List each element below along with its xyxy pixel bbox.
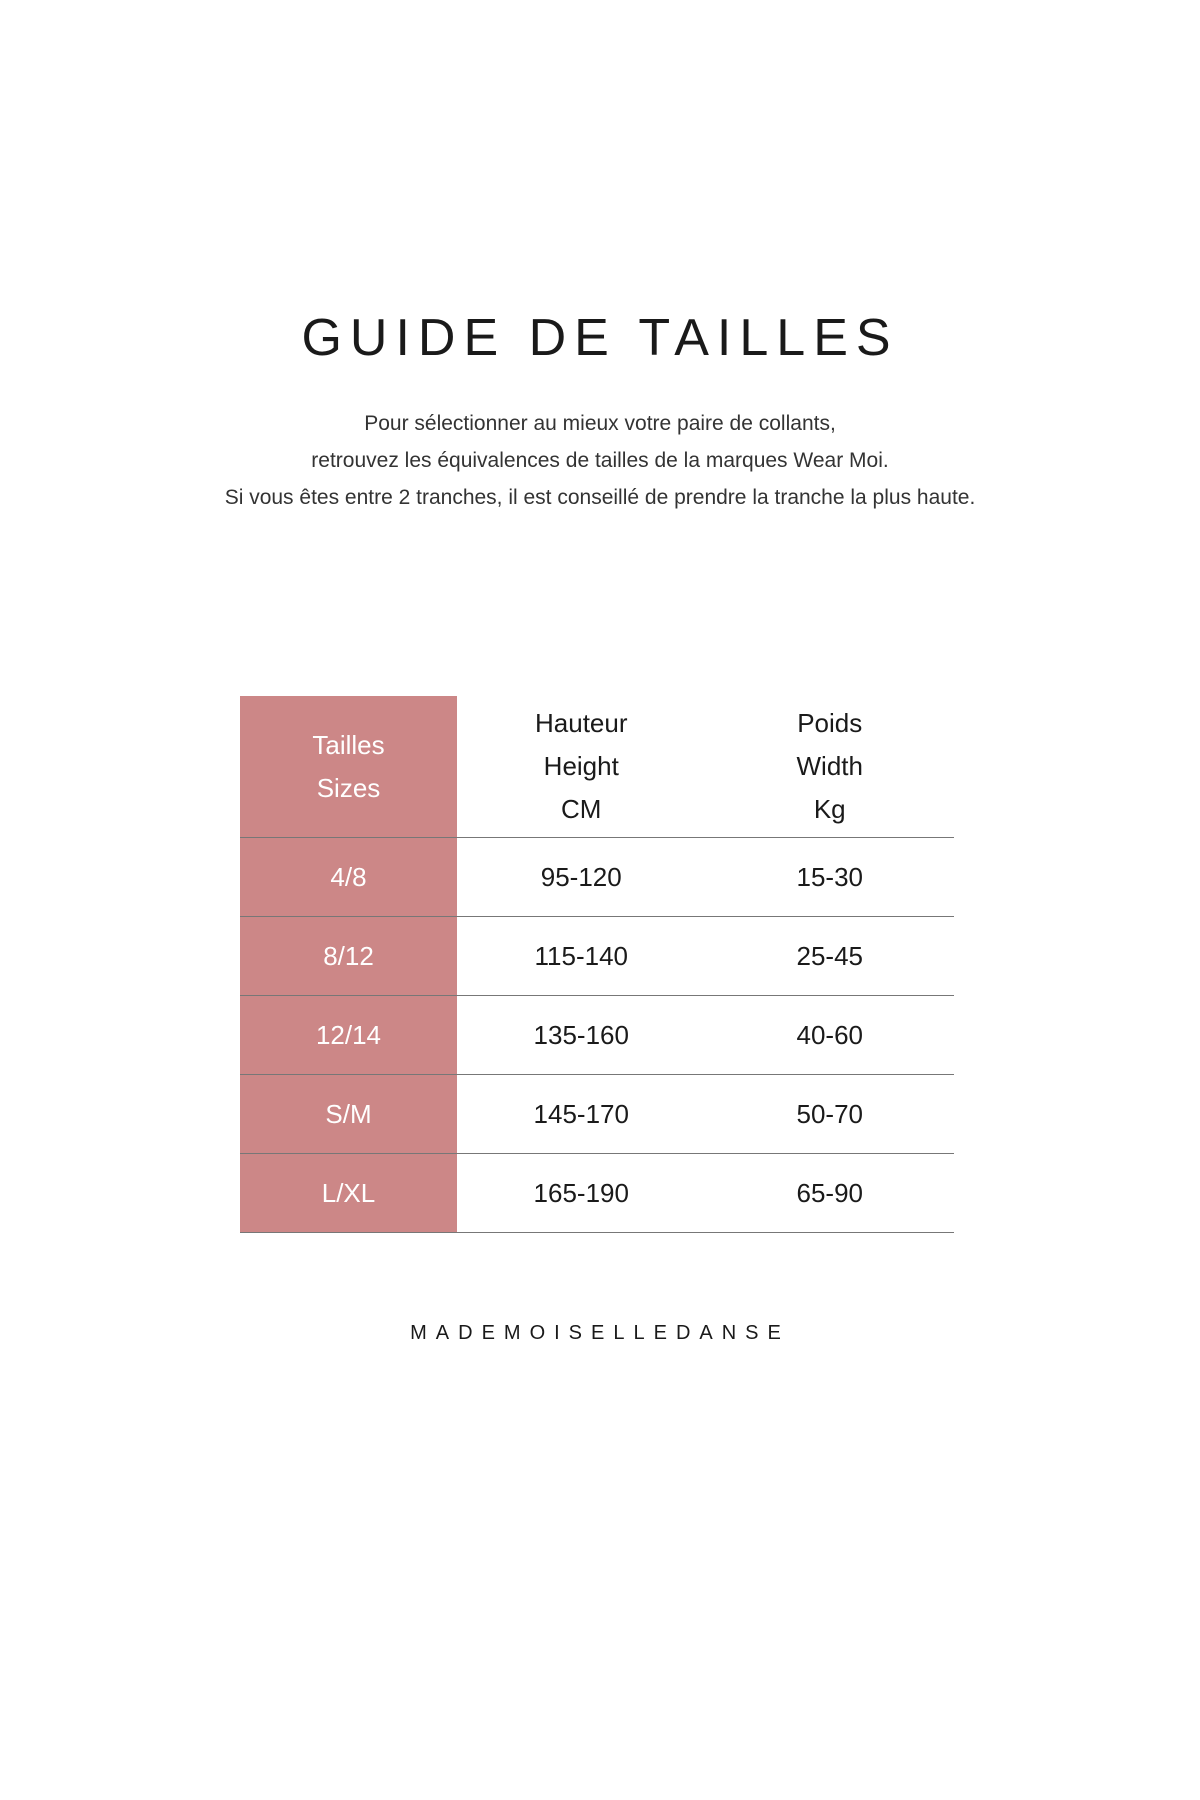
height-cell: 145-170 (533, 1098, 629, 1129)
weight-cell: 25-45 (796, 940, 864, 971)
header-label: Width (796, 751, 863, 781)
height-cell: 165-190 (533, 1177, 629, 1208)
header-label: Poids (797, 708, 863, 738)
weight-cell: 40-60 (796, 1019, 864, 1050)
height-cell: 95-120 (540, 861, 622, 892)
size-cell: 4/8 (240, 838, 457, 916)
header-label: Height (543, 751, 619, 781)
table-row: 8/12 115-140 25-45 (240, 916, 954, 995)
header-label: Hauteur (535, 708, 628, 738)
table-header-row: Tailles Sizes Hauteur Height CM Poids Wid… (240, 696, 954, 837)
table-row: L/XL 165-190 65-90 (240, 1153, 954, 1233)
header-label: Kg (813, 794, 846, 824)
header-weight: Poids Width Kg (706, 696, 955, 837)
header-label: Sizes (316, 772, 381, 803)
intro-line: Si vous êtes entre 2 tranches, il est co… (224, 486, 976, 509)
size-cell: L/XL (240, 1154, 457, 1232)
table-row: S/M 145-170 50-70 (240, 1074, 954, 1153)
intro-line: retrouvez les équivalences de tailles de… (311, 449, 889, 472)
table-row: 12/14 135-160 40-60 (240, 995, 954, 1074)
header-label: CM (561, 794, 602, 824)
weight-cell: 65-90 (796, 1177, 864, 1208)
brand-footer: MADEMOISELLEDANSE (410, 1322, 790, 1344)
header-label: Tailles (312, 729, 385, 760)
weight-cell: 15-30 (796, 861, 864, 892)
page-title: GUIDE DE TAILLES (301, 309, 899, 367)
size-cell: S/M (240, 1075, 457, 1153)
intro-text: Pour sélectionner au mieux votre paire d… (0, 405, 1200, 516)
height-cell: 115-140 (534, 940, 629, 971)
weight-cell: 50-70 (796, 1098, 864, 1129)
header-height: Hauteur Height CM (457, 696, 706, 837)
size-cell: 12/14 (240, 996, 457, 1074)
size-cell: 8/12 (240, 917, 457, 995)
intro-line: Pour sélectionner au mieux votre paire d… (364, 412, 836, 435)
size-table: Tailles Sizes Hauteur Height CM Poids Wid… (240, 696, 954, 1233)
height-cell: 135-160 (533, 1019, 629, 1050)
header-size: Tailles Sizes (240, 696, 457, 837)
table-row: 4/8 95-120 15-30 (240, 837, 954, 916)
